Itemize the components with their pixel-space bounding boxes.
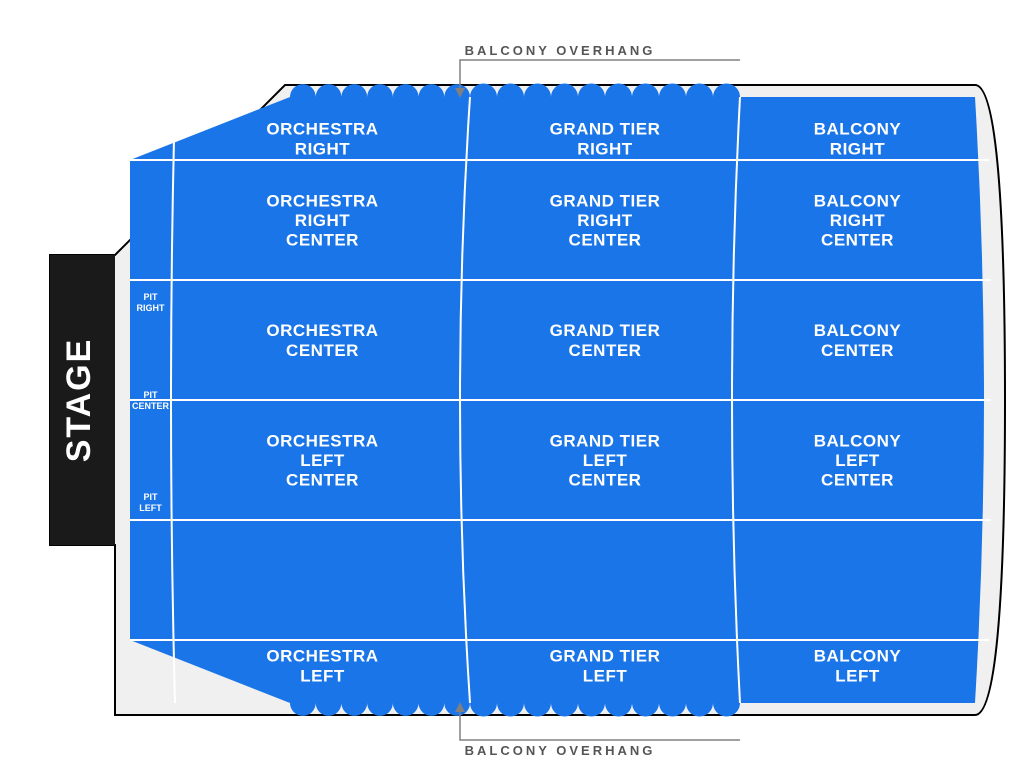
stage-label: STAGE <box>60 338 98 463</box>
overhang-bottom-label: BALCONY OVERHANG <box>465 743 656 758</box>
seating-chart: STAGE ORCHESTRARIGHTORCHESTRARIGHTCENTER… <box>0 0 1024 768</box>
stage: STAGE <box>50 255 115 545</box>
overhang-top-label: BALCONY OVERHANG <box>465 43 656 58</box>
section-balcony-center: BALCONYCENTER <box>814 321 902 360</box>
